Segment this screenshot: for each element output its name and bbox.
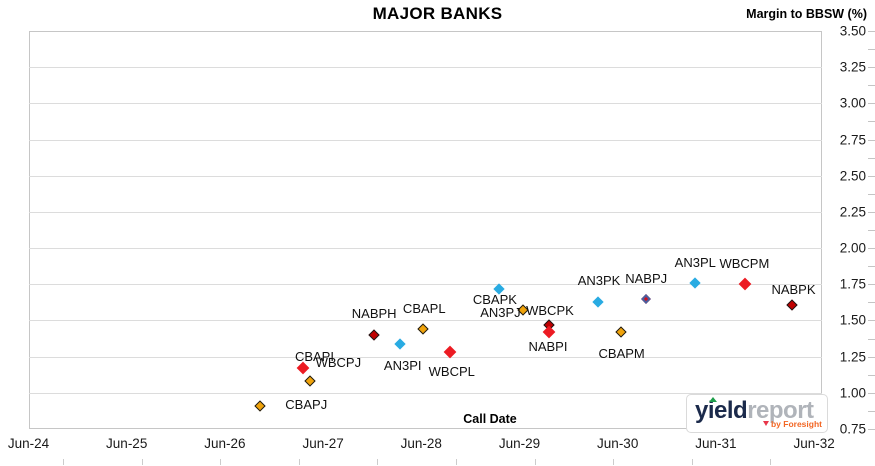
data-point-label-CBAPK: CBAPK: [472, 291, 517, 307]
data-point-label-AN3PL: AN3PL: [674, 254, 716, 270]
y-axis-tick: [868, 193, 875, 195]
y-axis-tick: [868, 230, 875, 231]
x-tick-label: Jun-29: [498, 436, 541, 451]
y-axis-tick: [868, 157, 875, 159]
y-tick-label: 2.25: [839, 204, 866, 220]
x-tick-label: Jun-30: [597, 436, 639, 451]
y-axis-tick: [868, 31, 875, 32]
y-axis-tick: [868, 211, 875, 213]
x-axis-tick: [220, 459, 222, 465]
data-point-label-CBAPM: CBAPM: [598, 346, 645, 362]
gridline: [29, 320, 822, 322]
plot-area: [29, 31, 822, 429]
logo-tagline: by Foresight: [762, 419, 822, 429]
y-axis-tick: [868, 67, 875, 69]
x-axis-tick: [613, 459, 615, 465]
x-tick-label: Jun-31: [695, 436, 737, 451]
data-point-label-WBCPM: WBCPM: [719, 256, 770, 272]
logo-report-text: report: [747, 397, 814, 424]
x-axis-title: Call Date: [463, 412, 517, 426]
data-point-label-NABPH: NABPH: [351, 305, 397, 321]
x-axis-tick: [377, 459, 379, 465]
gridline: [29, 211, 822, 213]
y-tick-label: 1.75: [839, 276, 866, 292]
x-axis-tick: [770, 459, 772, 465]
y-axis-tick: [868, 374, 875, 376]
logo-tagline-text: by Foresight: [770, 419, 822, 429]
y-tick-label: 1.50: [839, 312, 866, 328]
gridline: [29, 139, 822, 141]
gridline: [29, 175, 822, 177]
y-tick-label: 3.25: [839, 59, 866, 75]
y-axis-tick: [868, 121, 875, 123]
y-axis-tick: [868, 103, 875, 105]
gridline: [29, 284, 822, 286]
x-axis-tick: [691, 459, 693, 465]
x-axis-tick: [298, 459, 300, 465]
y-tick-label: 3.00: [839, 95, 866, 111]
y-tick-label: 1.00: [839, 385, 866, 401]
gridline: [29, 392, 822, 394]
y-tick-label: 0.75: [839, 421, 866, 437]
y-axis-tick: [868, 429, 875, 430]
data-point-label-CBAPJ: CBAPJ: [285, 396, 328, 412]
data-point-label-AN3PK: AN3PK: [577, 272, 621, 288]
data-point-label-NABPI: NABPI: [528, 339, 568, 355]
y-axis-tick: [868, 139, 875, 141]
y-axis-tick: [868, 410, 875, 412]
y-axis-tick: [868, 338, 875, 340]
logo-red-arrow-down-icon: [762, 421, 769, 426]
x-tick-label: Jun-32: [793, 436, 835, 451]
y-axis-tick: [868, 248, 875, 250]
x-tick-label: Jun-24: [7, 436, 50, 451]
x-axis-tick: [141, 459, 143, 465]
data-point-label-NABPJ: NABPJ: [625, 270, 668, 286]
logo-yield-text: yield: [695, 397, 748, 424]
data-point-label-WBCPJ: WBCPJ: [315, 355, 362, 371]
yieldreport-logo-text: yieldreport: [695, 398, 814, 424]
data-point-label-WBCPK: WBCPK: [526, 302, 574, 318]
gridline: [29, 248, 822, 250]
gridline: [29, 67, 822, 69]
y-tick-label: 1.25: [839, 349, 866, 365]
x-tick-label: Jun-26: [204, 436, 246, 451]
y-tick-label: 2.50: [839, 168, 866, 184]
y-tick-label: 2.75: [839, 132, 866, 148]
chart-title: MAJOR BANKS: [372, 4, 503, 23]
data-point-label-AN3PJ: AN3PJ: [480, 305, 521, 321]
x-tick-label: Jun-28: [400, 436, 442, 451]
y-axis-tick: [868, 266, 875, 268]
data-point-label-AN3PI: AN3PI: [383, 357, 422, 373]
y-axis-tick: [868, 85, 875, 87]
logo-green-arrow-up-icon: [709, 397, 717, 402]
y-axis-tick: [868, 320, 875, 322]
y-axis-tick: [868, 284, 875, 286]
y-axis-tick: [868, 356, 875, 358]
y-axis-tick: [868, 175, 875, 177]
yieldreport-logo: yieldreport by Foresight: [686, 394, 828, 433]
data-point-label-WBCPL: WBCPL: [428, 364, 475, 380]
y-axis-title: Margin to BBSW (%): [746, 7, 867, 21]
y-axis-tick: [868, 49, 875, 51]
data-point-label-NABPK: NABPK: [771, 281, 816, 297]
data-point-label-CBAPI: CBAPI: [294, 349, 334, 365]
x-axis-tick: [456, 459, 457, 465]
x-axis-tick: [63, 459, 64, 465]
x-tick-label: Jun-25: [106, 436, 148, 451]
gridline: [29, 103, 822, 105]
y-axis-tick: [868, 302, 875, 304]
gridline: [29, 356, 822, 358]
data-point-label-CBAPL: CBAPL: [402, 301, 446, 317]
y-axis-tick: [868, 392, 875, 394]
x-axis-tick: [534, 459, 536, 465]
y-tick-label: 3.50: [839, 23, 866, 39]
x-tick-label: Jun-27: [302, 436, 344, 451]
y-tick-label: 2.00: [839, 240, 866, 256]
